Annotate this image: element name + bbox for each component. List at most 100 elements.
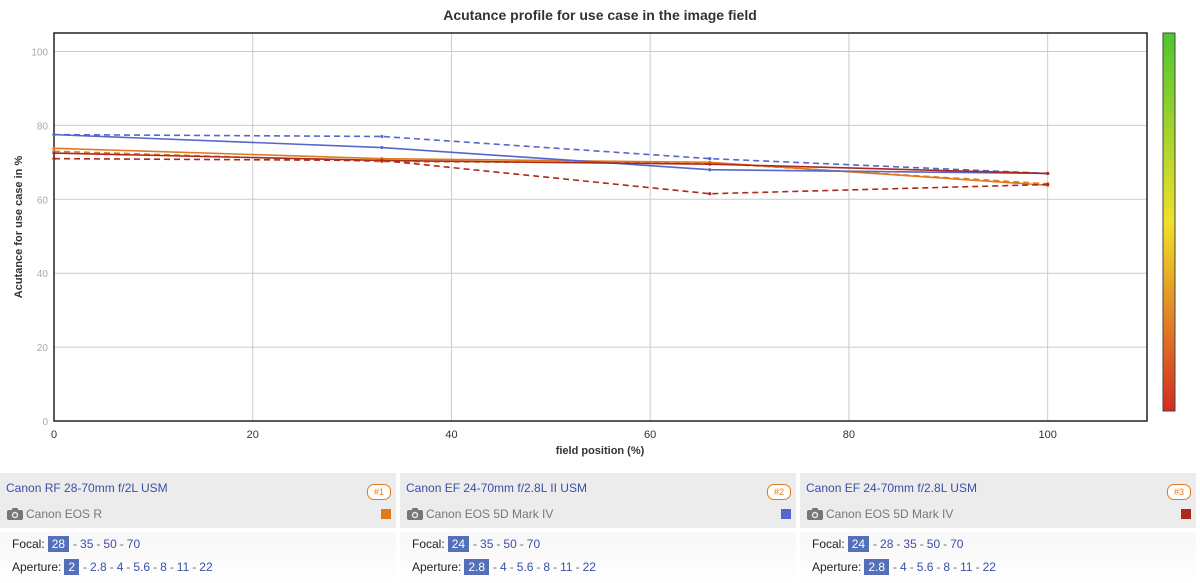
separator: - [873,537,878,551]
separator: - [96,537,101,551]
focal-option[interactable]: 70 [126,537,141,551]
focal-label: Focal: [412,537,445,551]
focal-option[interactable]: 35 [903,537,917,551]
series-6-point [1046,182,1050,187]
aperture-option[interactable]: 2.8 [90,560,107,574]
aperture-option[interactable]: 2.8 [864,559,890,575]
separator: - [126,560,131,574]
acutance-chart: Acutance profile for use case in the ima… [13,7,1176,457]
separator: - [119,537,124,551]
lens-name-link[interactable]: Canon EF 24-70mm f/2.8L USM [806,481,977,495]
y-tick-label: 100 [31,47,48,58]
focal-option[interactable]: 50 [926,537,941,551]
x-tick-label: 0 [51,429,57,441]
focal-option[interactable]: 50 [503,537,517,551]
aperture-label: Aperture: [412,560,462,574]
rank-badge: #2 [767,484,791,500]
series-3-point [708,168,712,172]
series-5-point [708,162,712,166]
series-3-point [380,145,384,150]
grid-lines [53,33,1147,421]
x-tick-label: 20 [247,429,259,441]
plot-frame [53,32,1148,422]
lens-panel-2: Canon EF 24-70mm f/2.8L II USM #2 Canon EO… [400,473,796,528]
aperture-option[interactable]: 11 [560,560,573,574]
separator: - [909,560,914,574]
focal-option[interactable]: 24 [447,536,470,552]
aperture-option[interactable]: 5.6 [916,560,934,574]
x-tick-label: 100 [1038,429,1056,441]
separator: - [936,560,941,574]
y-tick-label: 0 [42,417,48,428]
aperture-option[interactable]: 11 [176,560,190,574]
focal-option[interactable]: 70 [526,537,541,551]
series-color-swatch [381,509,391,519]
chart-title: Acutance profile for use case in the ima… [443,7,757,23]
aperture-option[interactable]: 5.6 [133,560,151,574]
separator: - [953,560,958,574]
rank-badge: #3 [1167,484,1191,500]
aperture-option[interactable]: 22 [199,560,213,574]
series-5-point [1046,171,1050,176]
aperture-label: Aperture: [12,560,62,574]
separator: - [192,560,197,574]
focal-option[interactable]: 70 [950,537,964,551]
aperture-option[interactable]: 4 [116,560,124,574]
series-line-5 [53,152,1048,175]
aperture: Aperture: 2.8-4-5.6-8-11-22 [812,559,997,575]
lens-settings-2: Focal: 24-35-50-70 Aperture: 2.8-4-5.6-8-11… [400,532,796,583]
aperture-option[interactable]: 2.8 [464,559,490,575]
camera-name: Canon EOS 5D Mark IV [426,507,554,521]
camera-row: Canon EOS 5D Mark IV [406,507,553,521]
separator: - [496,537,501,551]
camera-name: Canon EOS R [26,507,103,521]
aperture-option[interactable]: 22 [982,560,996,574]
series-line-3 [53,133,1048,175]
aperture-option[interactable]: 4 [500,560,507,574]
series-line-4 [53,133,1048,175]
aperture-option[interactable]: 8 [943,560,951,574]
focal-option[interactable]: 28 [880,537,894,551]
focal-option[interactable]: 28 [47,536,70,552]
focal: Focal: 24-28-35-50-70 [812,536,964,552]
focal-option[interactable]: 50 [103,537,117,551]
camera-icon [7,508,23,520]
camera-icon [407,508,423,520]
y-tick-label: 20 [37,343,49,354]
y-tick-label: 80 [37,121,49,132]
axis-ticks: 0 20 40 60 80 100 0 20 40 60 80 100 [31,47,1057,441]
acutance-colorbar [1162,32,1176,412]
aperture-label: Aperture: [812,560,862,574]
series-6-point [380,158,384,163]
series-4-point [380,134,384,139]
lens-name-link[interactable]: Canon EF 24-70mm f/2.8L II USM [406,481,587,495]
aperture-option[interactable]: 8 [543,560,551,574]
separator: - [893,560,898,574]
separator: - [473,537,478,551]
focal-option[interactable]: 35 [80,537,94,551]
aperture-option[interactable]: 8 [160,560,167,574]
rank-badge: #1 [367,484,391,500]
series-6-point [52,157,56,161]
focal-label: Focal: [12,537,45,551]
focal: Focal: 24-35-50-70 [412,536,541,552]
separator: - [975,560,980,574]
separator: - [919,537,924,551]
aperture-option[interactable]: 22 [582,560,596,574]
lens-settings-1: Focal: 28-35-50-70 Aperture: 2-2.8-4-5.6-8-… [0,532,396,583]
aperture-option[interactable]: 2 [64,559,80,575]
focal-option[interactable]: 24 [847,536,870,552]
x-tick-label: 80 [843,429,855,441]
lens-panel-1: Canon RF 28-70mm f/2L USM #1 Canon EOS R [0,473,396,528]
separator: - [493,560,498,574]
aperture-option[interactable]: 4 [900,560,907,574]
lens-name-link[interactable]: Canon RF 28-70mm f/2L USM [6,481,168,495]
aperture-option[interactable]: 5.6 [516,560,534,574]
series-line-6 [53,157,1048,195]
separator: - [519,537,524,551]
separator: - [536,560,541,574]
focal-option[interactable]: 35 [480,537,494,551]
separator: - [83,560,88,574]
series-4-point [708,157,712,161]
aperture-option[interactable]: 11 [960,560,973,574]
